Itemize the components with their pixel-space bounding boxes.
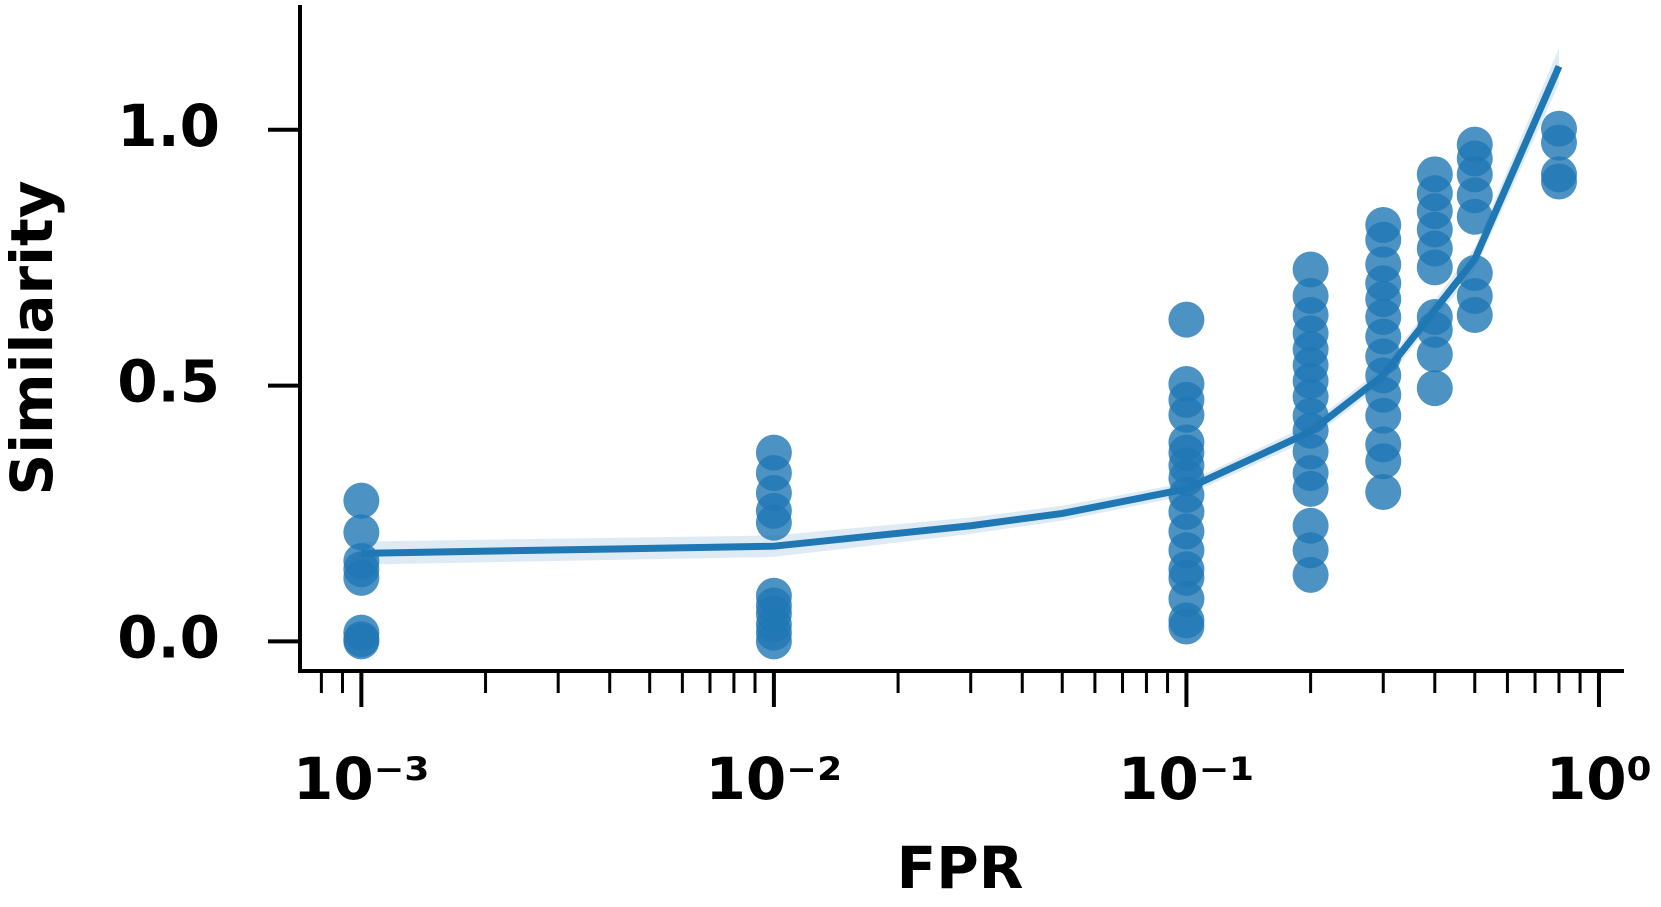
y-tick-label: 0.5	[117, 348, 220, 416]
point	[1168, 301, 1205, 338]
x-tick-label: 10⁰	[1546, 745, 1652, 813]
point	[1456, 198, 1493, 235]
fit-line	[361, 64, 1563, 557]
point	[1292, 556, 1329, 593]
x-tick-label: 10⁻²	[706, 745, 843, 813]
point	[1540, 163, 1577, 200]
point	[343, 514, 380, 551]
point	[755, 504, 792, 541]
point	[755, 623, 792, 660]
x-tick-label: 10⁻¹	[1118, 745, 1255, 813]
point	[1540, 124, 1577, 161]
y-tick-label: 0.0	[117, 603, 220, 671]
x-tick-label: 10⁻³	[293, 745, 430, 813]
point	[1365, 397, 1402, 434]
y-axis-label: Similarity	[0, 180, 66, 495]
point	[1292, 251, 1329, 288]
point	[343, 623, 380, 660]
point	[1416, 249, 1453, 286]
x-axis-label: FPR	[897, 834, 1024, 902]
y-tick-label: 1.0	[117, 92, 220, 160]
point	[1168, 396, 1205, 433]
point	[1365, 443, 1402, 480]
point	[343, 559, 380, 596]
point	[1456, 296, 1493, 333]
point	[1416, 370, 1453, 407]
point	[343, 482, 380, 519]
point	[1416, 336, 1453, 373]
point	[1292, 470, 1329, 507]
point	[1168, 608, 1205, 645]
point	[1365, 473, 1402, 510]
